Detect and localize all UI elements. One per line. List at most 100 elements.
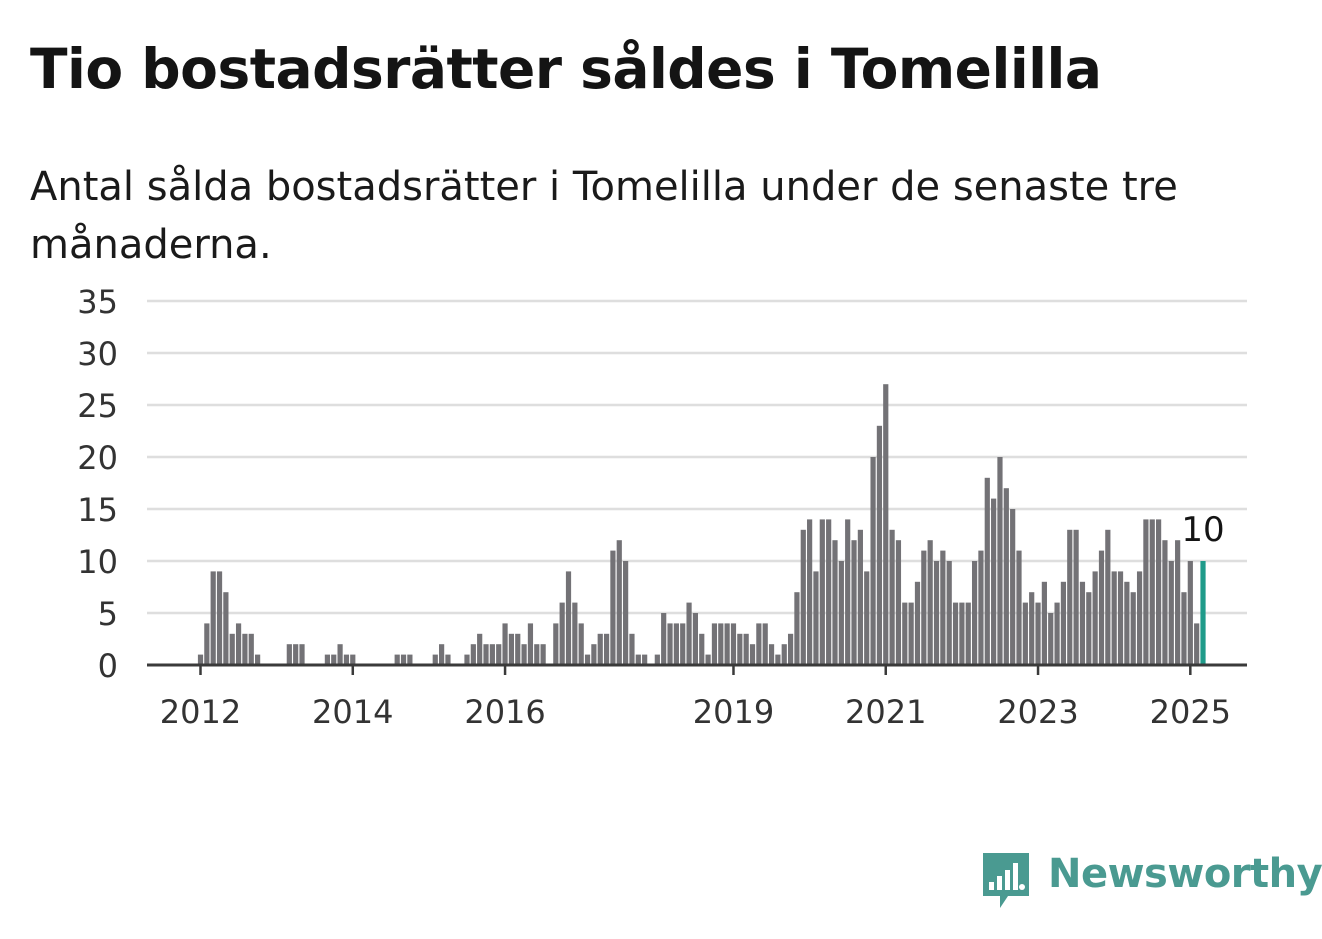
- bar: [483, 644, 489, 665]
- bar: [667, 623, 673, 665]
- bar: [857, 529, 863, 665]
- bar: [819, 519, 825, 665]
- bar: [407, 654, 413, 665]
- bar: [432, 654, 438, 665]
- y-tick-label: 35: [77, 283, 118, 321]
- bar: [1010, 509, 1016, 665]
- bar: [489, 644, 495, 665]
- bar: [565, 571, 572, 665]
- y-axis-tick-labels: 0 5 10 15 20 25 30 35: [77, 283, 118, 685]
- bar: [686, 602, 692, 665]
- bar: [661, 613, 667, 665]
- highlighted-bar: [1200, 561, 1206, 665]
- x-axis-ticks: 2012 2014 2016 2019 2021 2023 2025: [160, 665, 1231, 731]
- bar: [255, 654, 261, 665]
- bar: [394, 654, 400, 665]
- bar: [838, 561, 844, 665]
- x-tick-label: 2014: [312, 693, 393, 731]
- bar: [756, 623, 762, 665]
- bar: [762, 623, 768, 665]
- bar: [1048, 613, 1054, 665]
- bar: [768, 644, 775, 665]
- bar: [1073, 529, 1079, 665]
- bar: [324, 654, 330, 665]
- bar: [1098, 550, 1105, 665]
- bar: [724, 623, 730, 665]
- bar: [971, 561, 978, 665]
- newsworthy-logo-icon: [983, 853, 1029, 908]
- bar: [965, 602, 971, 665]
- bar: [1117, 571, 1124, 665]
- bar: [870, 457, 876, 665]
- bar: [895, 540, 902, 665]
- bar: [1130, 592, 1136, 665]
- bar: [1162, 540, 1168, 665]
- brand-name: Newsworthy: [1048, 851, 1322, 897]
- bar: [629, 633, 635, 665]
- bar: [350, 654, 356, 665]
- bar: [216, 571, 223, 665]
- bar: [1155, 519, 1162, 665]
- bar: [1111, 571, 1117, 665]
- bar: [1054, 602, 1060, 665]
- y-tick-label: 5: [98, 595, 118, 633]
- bar: [673, 623, 679, 665]
- bar: [826, 519, 832, 665]
- x-tick-label: 2021: [845, 693, 926, 731]
- bar: [1149, 519, 1155, 665]
- bar: [1105, 529, 1111, 665]
- bar: [470, 644, 476, 665]
- bar: [743, 633, 749, 665]
- y-tick-label: 30: [77, 335, 118, 373]
- bar: [553, 623, 559, 665]
- bar: [711, 623, 718, 665]
- bar: [1194, 623, 1200, 665]
- bar: [851, 540, 857, 665]
- bar: [794, 592, 800, 665]
- bars: [197, 384, 1206, 665]
- bar: [692, 613, 699, 665]
- bar: [699, 633, 705, 665]
- bar: [730, 623, 737, 665]
- bar: [223, 592, 229, 665]
- bar: [477, 633, 483, 665]
- bar: [1181, 592, 1187, 665]
- bar: [204, 623, 210, 665]
- bar: [229, 633, 235, 665]
- x-tick-label: 2016: [464, 693, 545, 731]
- bar: [299, 644, 305, 665]
- bar: [1022, 602, 1028, 665]
- bar: [508, 633, 515, 665]
- bar: [718, 623, 724, 665]
- bar: [914, 581, 921, 665]
- bar: [1175, 540, 1181, 665]
- y-tick-label: 0: [98, 647, 118, 685]
- bar: [807, 519, 813, 665]
- y-tick-label: 10: [77, 543, 118, 581]
- bar: [540, 644, 546, 665]
- bar: [813, 571, 819, 665]
- bar: [876, 425, 883, 665]
- y-tick-label: 20: [77, 439, 118, 477]
- bar: [515, 633, 521, 665]
- bar: [654, 654, 660, 665]
- bar: [705, 654, 711, 665]
- latest-value-label: 10: [1181, 510, 1224, 550]
- bar: [496, 644, 502, 665]
- bar: [832, 540, 838, 665]
- bar: [293, 644, 299, 665]
- bar: [400, 654, 407, 665]
- bar: [578, 623, 584, 665]
- bar: [502, 623, 508, 665]
- bar: [521, 644, 527, 665]
- x-tick-label: 2025: [1150, 693, 1231, 731]
- bar: [1187, 561, 1193, 665]
- bar: [1136, 571, 1143, 665]
- bar: [959, 602, 965, 665]
- bar: [775, 654, 781, 665]
- bar: [623, 561, 629, 665]
- bar: [749, 644, 756, 665]
- bar: [242, 633, 248, 665]
- x-tick-label: 2019: [693, 693, 774, 731]
- bar: [331, 654, 337, 665]
